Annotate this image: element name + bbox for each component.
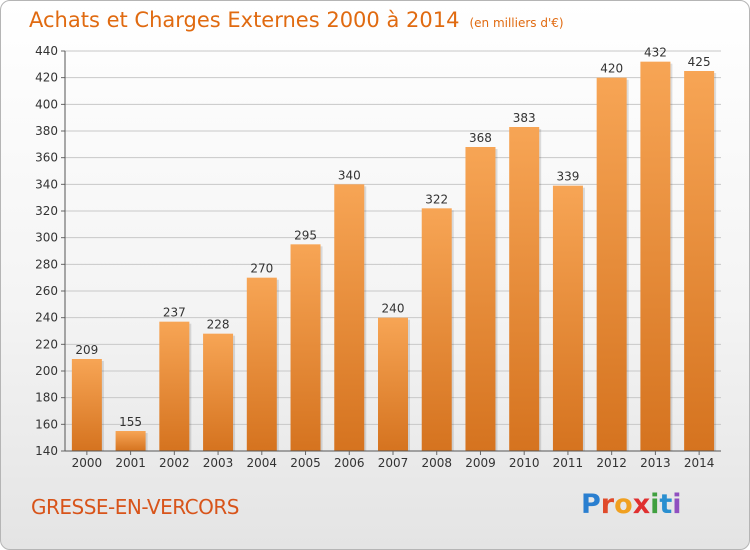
data-label: 155: [119, 415, 142, 429]
y-tick-label: 360: [35, 151, 58, 165]
y-tick-label: 140: [35, 444, 58, 458]
y-tick-label: 380: [35, 124, 58, 138]
bar: [684, 71, 715, 451]
x-tick-label: 2012: [596, 456, 627, 470]
chart-subtitle: (en milliers d'€): [469, 16, 564, 30]
data-label: 432: [644, 46, 667, 60]
data-label: 420: [600, 62, 623, 76]
bar: [465, 147, 496, 451]
logo-letter: o: [614, 489, 633, 520]
data-label: 209: [75, 343, 98, 357]
bar: [552, 185, 583, 451]
y-tick-label: 280: [35, 257, 58, 271]
bar-chart: 209 155 237 228 270 295 340 240 322 368 383 339 420 4…: [35, 44, 721, 470]
x-tick-label: 2002: [159, 456, 190, 470]
x-tick-label: 2009: [465, 456, 496, 470]
x-tick-label: 2003: [203, 456, 234, 470]
logo-letter: x: [632, 489, 651, 520]
bars: [71, 61, 717, 452]
y-tick-label: 180: [35, 391, 58, 405]
data-label: 228: [207, 318, 230, 332]
y-tick-label: 220: [35, 337, 58, 351]
bar: [246, 277, 277, 451]
x-tick-label: 2007: [378, 456, 409, 470]
x-tick-label: 2008: [421, 456, 452, 470]
proxiti-logo: Proxiti: [581, 489, 682, 520]
logo-letter: r: [600, 489, 615, 520]
data-label: 240: [382, 302, 405, 316]
y-tick-label: 420: [35, 71, 58, 85]
y-tick-label: 260: [35, 284, 58, 298]
data-label: 322: [425, 192, 448, 206]
y-tick-label: 240: [35, 311, 58, 325]
bar: [596, 77, 627, 452]
y-tick-label: 300: [35, 231, 58, 245]
data-label: 340: [338, 168, 361, 182]
x-tick-label: 2011: [553, 456, 584, 470]
bar: [115, 431, 146, 451]
logo-letter: P: [581, 489, 601, 520]
title-text: Achats et Charges Externes 2000 à 2014: [29, 8, 460, 32]
place-name: GRESSE-EN-VERCORS: [31, 495, 239, 519]
axes: 140 160 180 200 220 240 260 280 300 320 340 360 380 4…: [35, 44, 721, 470]
logo-letter: i: [650, 489, 660, 520]
x-tick-label: 2010: [509, 456, 540, 470]
logo-letter: t: [659, 489, 673, 520]
x-tick-label: 2001: [115, 456, 146, 470]
chart-title: Achats et Charges Externes 2000 à 2014 (e…: [29, 8, 564, 32]
bar: [203, 333, 234, 451]
data-label: 295: [294, 228, 317, 242]
data-labels: 209 155 237 228 270 295 340 240 322 368 383 339 420 4…: [75, 46, 710, 429]
data-label: 237: [163, 306, 186, 320]
data-label: 425: [688, 55, 711, 69]
data-label: 383: [513, 111, 536, 125]
data-label: 339: [556, 170, 579, 184]
x-tick-label: 2004: [247, 456, 278, 470]
y-tick-label: 340: [35, 177, 58, 191]
bar: [159, 321, 190, 451]
x-tick-label: 2005: [290, 456, 321, 470]
bar: [509, 127, 540, 451]
y-tick-label: 320: [35, 204, 58, 218]
y-tick-label: 200: [35, 364, 58, 378]
y-tick-label: 440: [35, 44, 58, 58]
bar: [71, 359, 102, 451]
y-tick-label: 400: [35, 97, 58, 111]
x-tick-label: 2000: [72, 456, 103, 470]
data-label: 368: [469, 131, 492, 145]
bar: [640, 61, 671, 452]
bar: [378, 317, 408, 451]
logo-letter: i: [672, 489, 682, 520]
bar: [421, 208, 452, 451]
x-tick-label: 2014: [684, 456, 715, 470]
x-tick-label: 2006: [334, 456, 365, 470]
bar: [334, 184, 365, 452]
y-tick-label: 160: [35, 417, 58, 431]
data-label: 270: [250, 262, 273, 276]
bar: [290, 244, 321, 451]
x-tick-label: 2013: [640, 456, 671, 470]
